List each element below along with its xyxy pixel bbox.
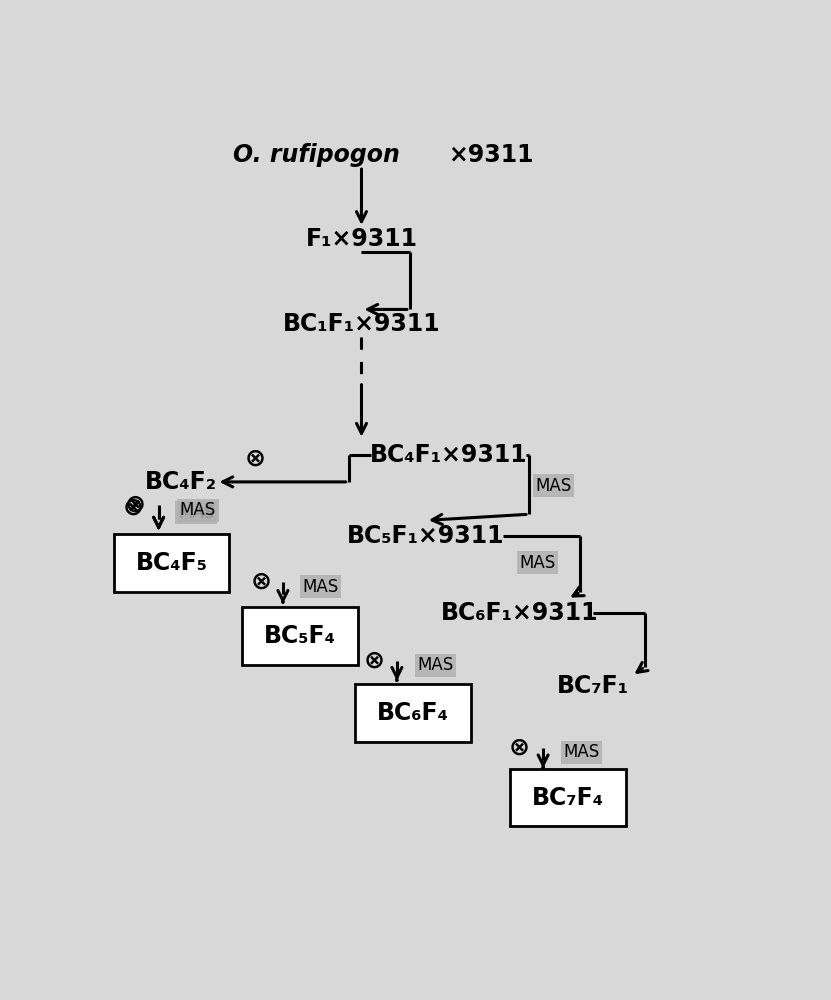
Text: F₁×9311: F₁×9311 (306, 227, 417, 251)
Text: MAS: MAS (417, 656, 454, 674)
Text: BC₇F₄: BC₇F₄ (532, 786, 603, 810)
FancyBboxPatch shape (114, 534, 229, 592)
Text: BC₆F₄: BC₆F₄ (377, 701, 449, 725)
Text: BC₁F₁×9311: BC₁F₁×9311 (283, 312, 440, 336)
Text: ⊗: ⊗ (364, 649, 385, 673)
Text: ⊗: ⊗ (125, 493, 145, 517)
Text: MAS: MAS (519, 554, 555, 572)
Text: BC₅F₄: BC₅F₄ (264, 624, 337, 648)
Text: ×9311: ×9311 (449, 143, 534, 167)
Text: ⊗: ⊗ (251, 570, 273, 594)
Text: BC₄F₁×9311: BC₄F₁×9311 (370, 443, 527, 467)
Text: MAS: MAS (302, 578, 338, 596)
Text: O. rufipogon: O. rufipogon (233, 143, 400, 167)
FancyBboxPatch shape (355, 684, 471, 742)
Text: ⊗: ⊗ (244, 447, 266, 471)
Text: MAS: MAS (535, 477, 572, 495)
Text: BC₄F₂: BC₄F₂ (145, 470, 217, 494)
Text: MAS: MAS (563, 743, 600, 761)
Text: BC₇F₁: BC₇F₁ (558, 674, 629, 698)
Text: MAS: MAS (178, 504, 214, 522)
Text: ⊗: ⊗ (122, 495, 144, 519)
Text: ⊗: ⊗ (509, 736, 530, 760)
Text: BC₆F₁×9311: BC₆F₁×9311 (440, 601, 598, 625)
Text: BC₄F₅: BC₄F₅ (135, 551, 208, 575)
FancyBboxPatch shape (509, 769, 626, 826)
FancyBboxPatch shape (243, 607, 358, 665)
Text: MAS: MAS (179, 501, 216, 519)
Text: BC₅F₁×9311: BC₅F₁×9311 (347, 524, 504, 548)
